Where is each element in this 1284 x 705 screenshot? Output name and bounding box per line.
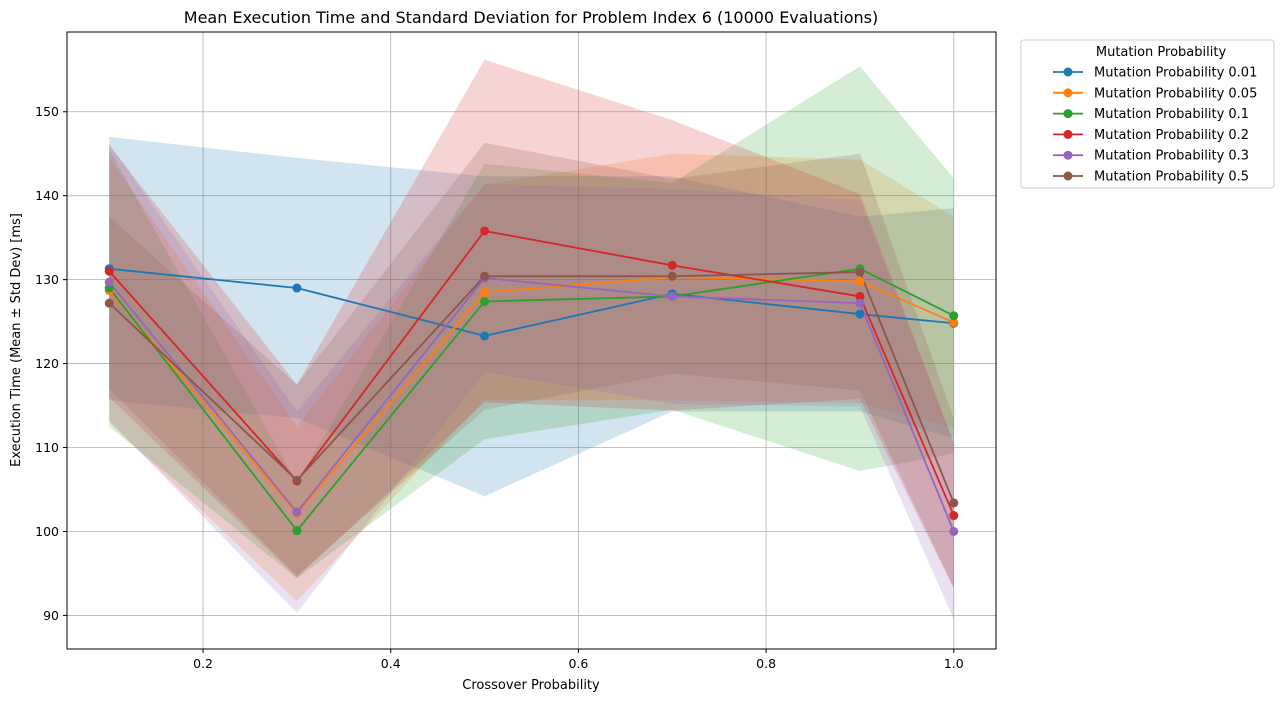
data-point xyxy=(949,311,959,321)
y-tick-label: 150 xyxy=(35,104,59,119)
y-tick-label: 120 xyxy=(35,356,59,371)
data-point xyxy=(104,277,114,287)
data-point xyxy=(855,267,865,277)
legend-box xyxy=(1020,39,1275,189)
legend-marker-5 xyxy=(1063,171,1073,181)
x-tick-label: 0.6 xyxy=(568,656,588,671)
legend-marker-3 xyxy=(1063,129,1073,139)
legend-label-4: Mutation Probability 0.3 xyxy=(1094,149,1249,164)
y-tick-label: 130 xyxy=(35,272,59,287)
chart-title: Mean Execution Time and Standard Deviati… xyxy=(184,8,878,27)
data-point xyxy=(667,260,677,270)
data-point xyxy=(292,475,302,485)
data-point xyxy=(855,276,865,286)
legend-marker-1 xyxy=(1063,88,1073,98)
data-point xyxy=(855,298,865,308)
legend-label-0: Mutation Probability 0.01 xyxy=(1094,66,1257,81)
data-point xyxy=(949,526,959,536)
x-tick-label: 0.4 xyxy=(381,656,401,671)
x-tick-label: 1.0 xyxy=(944,656,964,671)
data-point xyxy=(949,511,959,521)
std-band-5 xyxy=(109,142,954,588)
y-tick-label: 100 xyxy=(35,524,59,539)
std-band-0 xyxy=(109,136,954,497)
series-line-2 xyxy=(108,267,955,532)
series-points xyxy=(104,226,959,536)
data-point xyxy=(949,317,959,327)
legend-title: Mutation Probability xyxy=(1096,45,1227,60)
data-point xyxy=(480,331,490,341)
series-line-4 xyxy=(108,277,955,532)
y-tick-label: 140 xyxy=(35,188,59,203)
plot-frame xyxy=(66,31,997,650)
legend: Mutation Probability Mutation Probabilit… xyxy=(1020,39,1275,189)
data-point xyxy=(480,226,490,236)
series-line-0 xyxy=(109,267,954,337)
series-lines xyxy=(108,230,955,532)
data-point xyxy=(949,498,959,508)
data-point xyxy=(667,271,677,281)
legend-marker-2 xyxy=(1063,109,1073,119)
data-point xyxy=(855,291,865,301)
legend-marker-4 xyxy=(1063,150,1073,160)
std-band-1 xyxy=(109,153,954,602)
x-tick-label: 0.8 xyxy=(756,656,776,671)
grid xyxy=(67,32,996,649)
std-band-3 xyxy=(109,59,954,589)
data-point xyxy=(480,287,490,297)
data-point xyxy=(480,296,490,306)
x-axis-label: Crossover Probability xyxy=(462,678,600,693)
y-axis-ticks: 90 100 110 120 130 140 150 xyxy=(35,104,67,623)
data-point xyxy=(292,283,302,293)
data-point xyxy=(855,309,865,319)
x-tick-label: 0.2 xyxy=(193,656,213,671)
y-tick-label: 90 xyxy=(43,608,59,623)
x-axis-ticks: 0.2 0.4 0.6 0.8 1.0 xyxy=(193,649,964,671)
series-line-5 xyxy=(108,271,955,504)
y-axis-label: Execution Time (Mean ± Std Dev) [ms] xyxy=(9,213,24,467)
data-point xyxy=(104,266,114,276)
y-tick-label: 110 xyxy=(35,440,59,455)
data-point xyxy=(480,271,490,281)
data-point xyxy=(292,526,302,536)
legend-label-5: Mutation Probability 0.5 xyxy=(1094,170,1249,185)
series-line-3 xyxy=(108,230,955,516)
legend-marker-0 xyxy=(1063,67,1073,77)
data-point xyxy=(292,507,302,517)
series-line-1 xyxy=(108,276,955,515)
data-point xyxy=(667,291,677,301)
legend-label-2: Mutation Probability 0.1 xyxy=(1094,107,1249,122)
legend-label-3: Mutation Probability 0.2 xyxy=(1094,128,1249,143)
data-point xyxy=(104,298,114,308)
legend-items: Mutation Probability 0.01 Mutation Probab… xyxy=(1053,66,1257,185)
legend-label-1: Mutation Probability 0.05 xyxy=(1094,86,1257,101)
